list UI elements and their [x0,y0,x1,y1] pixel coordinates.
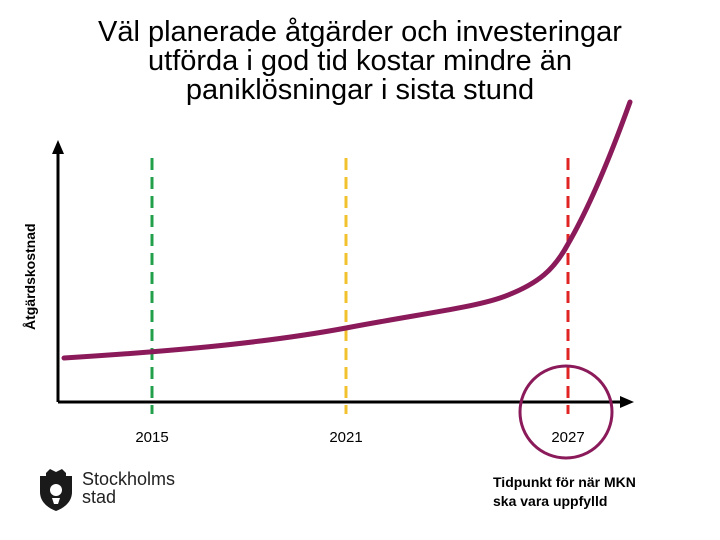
logo-text: Stockholms stad [82,470,175,506]
highlight-circle-2027 [518,364,614,460]
stockholm-logo: Stockholms stad [36,468,176,512]
x-tick-label-2021: 2021 [329,429,362,446]
title-line-1: Väl planerade åtgärder och investeringar [98,16,622,48]
stockholm-crest-icon [40,469,72,511]
x-axis-arrow [620,396,634,408]
logo-line-1: Stockholms [82,469,176,489]
title-line-3: paniklösningar i sista stund [185,74,535,106]
annotation-note: Tidpunkt för när MKN ska vara uppfylld [493,473,636,511]
x-tick-label-2027: 2027 [551,429,584,446]
x-tick-label-2015: 2015 [135,429,168,446]
logo-line-2: stad [82,487,117,507]
note-line-1: Tidpunkt för när MKN [493,474,636,490]
chart-title: Väl planerade åtgärder och investeringar… [40,18,680,105]
title-line-2: utförda i god tid kostar mindre än [148,45,572,77]
note-line-2: ska vara uppfylld [493,493,608,509]
y-axis-arrow [52,140,64,154]
cost-curve-line [61,99,633,361]
